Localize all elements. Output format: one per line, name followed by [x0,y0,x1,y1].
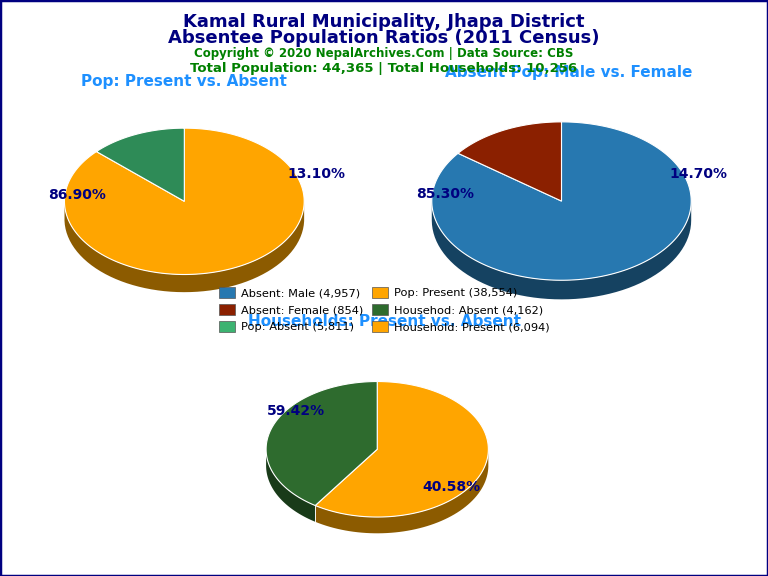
Text: 13.10%: 13.10% [288,166,346,180]
Polygon shape [65,199,304,292]
Polygon shape [458,122,561,201]
Polygon shape [65,128,304,275]
Polygon shape [266,448,315,522]
Polygon shape [315,448,488,533]
Polygon shape [97,128,184,202]
Text: Total Population: 44,365 | Total Households: 10,256: Total Population: 44,365 | Total Househo… [190,62,578,75]
Polygon shape [432,122,691,281]
Title: Pop: Present vs. Absent: Pop: Present vs. Absent [81,74,287,89]
Text: 14.70%: 14.70% [669,167,727,181]
Text: Kamal Rural Municipality, Jhapa District: Kamal Rural Municipality, Jhapa District [184,13,584,31]
Polygon shape [266,381,377,506]
Polygon shape [432,201,691,300]
Title: Absent Pop: Male vs. Female: Absent Pop: Male vs. Female [445,65,692,79]
Title: Households: Present vs. Absent: Households: Present vs. Absent [247,314,521,329]
Text: 59.42%: 59.42% [266,404,325,418]
Text: 40.58%: 40.58% [422,480,481,494]
Text: Absentee Population Ratios (2011 Census): Absentee Population Ratios (2011 Census) [168,29,600,47]
Text: 86.90%: 86.90% [48,188,106,202]
Text: 85.30%: 85.30% [416,187,475,201]
Polygon shape [315,381,488,517]
Text: Copyright © 2020 NepalArchives.Com | Data Source: CBS: Copyright © 2020 NepalArchives.Com | Dat… [194,47,574,60]
Legend: Absent: Male (4,957), Absent: Female (854), Pop: Absent (5,811), Pop: Present (3: Absent: Male (4,957), Absent: Female (85… [214,282,554,337]
